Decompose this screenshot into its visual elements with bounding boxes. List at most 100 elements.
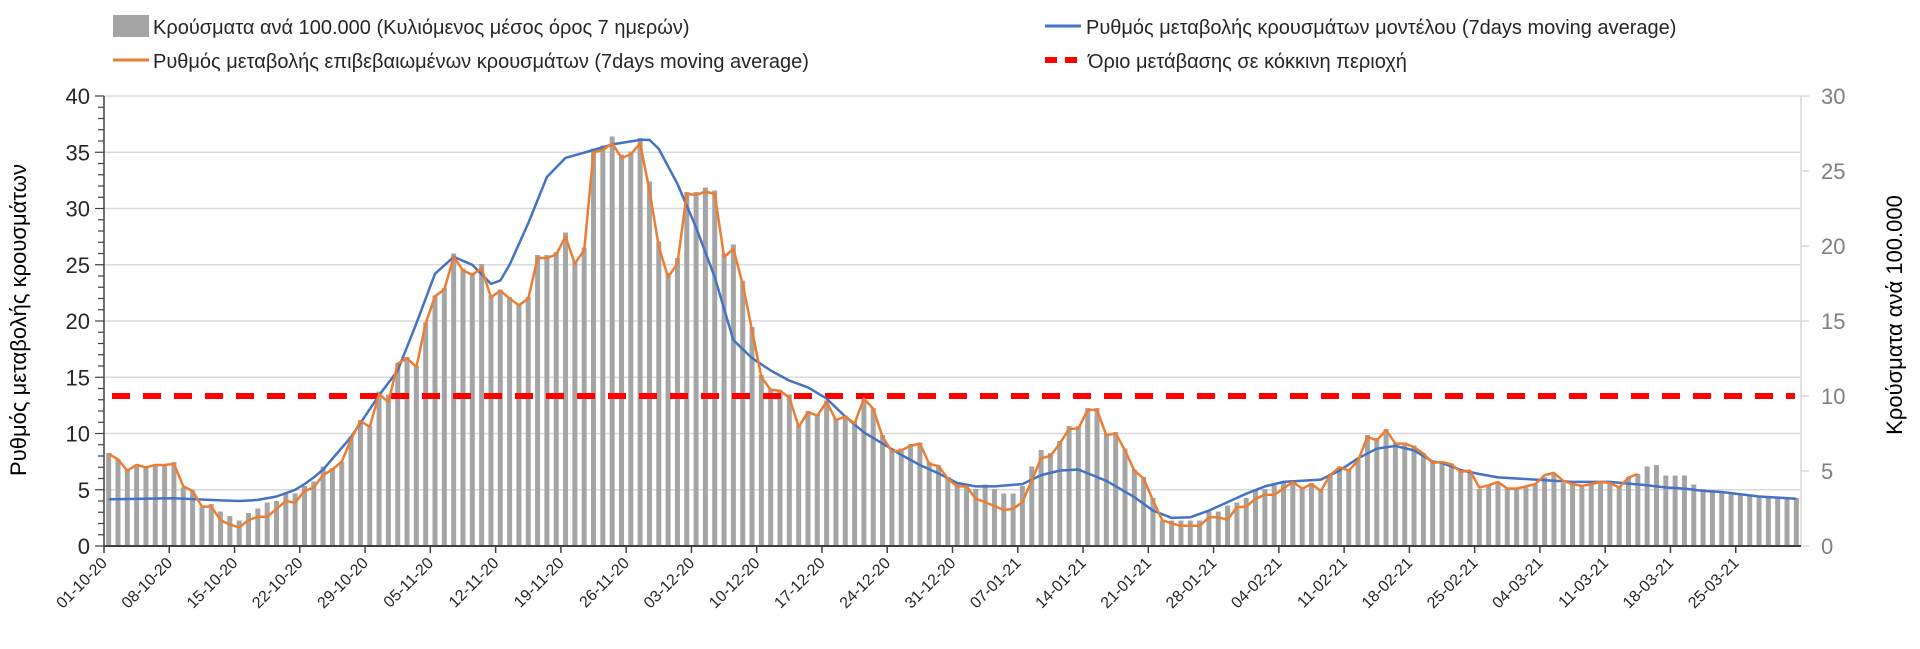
bar: [908, 444, 914, 546]
bar: [945, 477, 951, 546]
bar: [833, 418, 839, 546]
bar: [1066, 426, 1072, 546]
x-tick-label: 03-12-20: [641, 555, 698, 612]
left-tick-label: 35: [66, 140, 90, 165]
bar: [1346, 469, 1352, 546]
x-tick-label: 25-02-21: [1424, 555, 1481, 612]
bar: [385, 394, 391, 546]
x-tick-label: 18-02-21: [1359, 555, 1416, 612]
bars-series: [106, 136, 1799, 546]
bar: [591, 148, 597, 546]
bar: [367, 426, 373, 546]
bar: [805, 411, 811, 546]
bar: [861, 397, 867, 546]
bar: [1635, 474, 1641, 546]
bar: [1234, 502, 1240, 546]
x-tick-label: 04-03-21: [1489, 555, 1546, 612]
bar: [311, 481, 317, 546]
left-tick-label: 0: [78, 534, 90, 559]
bar: [721, 253, 727, 546]
bar: [432, 295, 438, 546]
bar: [1709, 490, 1715, 546]
bar: [264, 502, 270, 546]
bar: [1448, 463, 1454, 546]
bar: [1551, 474, 1557, 546]
bar: [1765, 496, 1771, 546]
bar: [292, 493, 298, 546]
bar: [1047, 453, 1053, 546]
bar: [451, 253, 457, 546]
bar: [1653, 465, 1659, 546]
bar: [665, 273, 671, 546]
x-tick-label: 22-10-20: [249, 555, 306, 612]
left-tick-label: 15: [66, 365, 90, 390]
bar: [1514, 489, 1520, 546]
x-tick-label: 26-11-20: [577, 555, 634, 612]
bar: [982, 484, 988, 546]
bar: [329, 468, 335, 546]
bar: [1383, 429, 1389, 546]
right-tick-label: 5: [1821, 459, 1833, 484]
bar: [1206, 511, 1212, 546]
left-axis-title: Ρυθμός μεταβολής κρουσμάτων: [6, 164, 31, 476]
confirmed-rate-line: [108, 142, 1639, 529]
bar: [1364, 435, 1370, 546]
bar: [1784, 498, 1790, 546]
bar: [162, 465, 168, 546]
bar: [255, 508, 261, 546]
bar: [376, 391, 382, 546]
legend-bars-label: Κρούσματα ανά 100.000 (Κυλιόμενος μέσος …: [153, 17, 690, 39]
gridlines: [104, 95, 1801, 491]
bar: [180, 487, 186, 546]
bar: [768, 388, 774, 546]
bar: [124, 469, 130, 546]
x-tick-label: 01-10-20: [54, 555, 111, 612]
bar: [273, 501, 279, 546]
line-series: [108, 138, 1797, 529]
x-tick-label: 24-12-20: [837, 555, 894, 612]
bar: [1392, 442, 1398, 546]
bar: [283, 493, 289, 546]
bar: [1010, 493, 1016, 546]
bar: [1579, 486, 1585, 546]
bar: [1057, 441, 1063, 546]
bar: [143, 466, 149, 546]
bar: [1029, 466, 1035, 546]
bar: [488, 295, 494, 546]
bar: [1038, 450, 1044, 546]
bar: [572, 261, 578, 546]
bar: [1793, 498, 1799, 546]
bar: [134, 465, 140, 546]
bar: [991, 489, 997, 546]
bar: [917, 442, 923, 546]
bar: [1355, 459, 1361, 546]
bar: [1178, 520, 1184, 546]
right-tick-label: 30: [1821, 84, 1845, 109]
right-tick-label: 25: [1821, 159, 1845, 184]
bar: [1113, 432, 1119, 546]
bar: [1402, 442, 1408, 546]
bar: [693, 192, 699, 546]
bar: [1663, 475, 1669, 546]
bar: [413, 366, 419, 546]
bar: [926, 462, 932, 546]
bar: [441, 288, 447, 546]
left-tick-label: 30: [66, 197, 90, 222]
x-tick-label: 14-01-21: [1033, 555, 1090, 612]
bar: [973, 489, 979, 546]
x-tick-label: 21-01-21: [1098, 555, 1155, 612]
x-tick-label: 12-11-20: [446, 555, 503, 612]
model-rate-line: [108, 138, 1797, 520]
bar: [796, 424, 802, 546]
bar: [1626, 477, 1632, 546]
left-tick-label: 25: [66, 253, 90, 278]
bar: [824, 400, 830, 546]
bar: [1458, 471, 1464, 546]
bar: [535, 255, 541, 546]
bar: [1150, 498, 1156, 546]
bar: [1644, 466, 1650, 546]
bar: [1215, 511, 1221, 546]
bar: [106, 453, 112, 546]
bar: [740, 280, 746, 546]
bar: [479, 264, 485, 546]
